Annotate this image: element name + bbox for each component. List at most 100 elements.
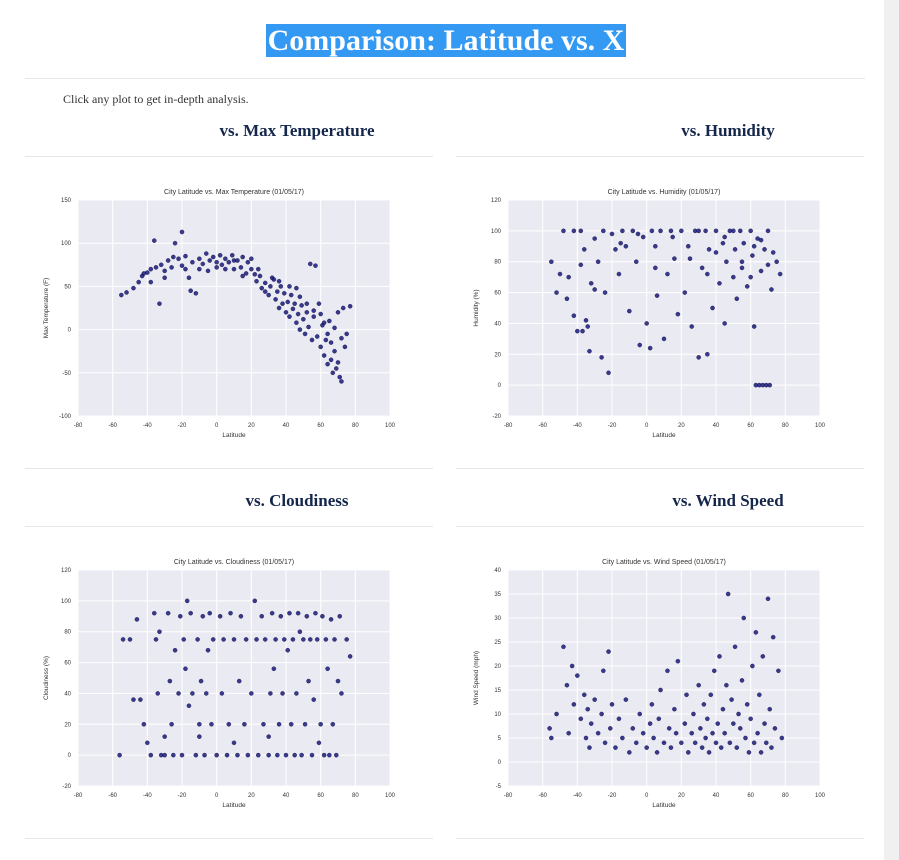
divider — [456, 838, 864, 839]
data-point — [699, 265, 705, 271]
data-point — [287, 610, 292, 616]
data-point — [257, 273, 263, 279]
chart-title: City Latitude vs. Humidity (01/05/17) — [608, 189, 721, 196]
data-point — [306, 678, 311, 684]
data-point — [209, 722, 214, 727]
data-point — [197, 722, 202, 727]
chart-cloudiness[interactable]: -80 -60 -40 -20 0 20 40 60 80 100 -20 0 20 40 60 80 100 1… — [30, 550, 410, 821]
data-point — [554, 711, 559, 717]
chart-max-temperature[interactable]: -80 -60 -40 -20 0 20 40 60 80 100 -100 -50 0 50 100 150… — [30, 180, 410, 451]
data-point — [566, 274, 571, 280]
data-point — [223, 266, 228, 272]
data-point — [259, 614, 264, 619]
data-point — [765, 596, 771, 602]
data-point — [758, 750, 764, 755]
data-point — [178, 614, 183, 619]
data-point — [294, 691, 299, 696]
data-point — [561, 644, 566, 650]
scatter-plot: -80 -60 -40 -20 0 20 40 60 80 100 -5 0 5 10 15 20 25 30 35… — [473, 559, 826, 809]
data-point — [224, 752, 230, 758]
data-point — [578, 262, 584, 268]
data-point — [282, 291, 287, 296]
x-tick-label: 20 — [248, 423, 255, 429]
data-point — [649, 702, 655, 707]
y-tick-label: 50 — [64, 284, 71, 290]
data-point — [679, 740, 684, 746]
x-tick-label: 100 — [385, 793, 396, 799]
data-point — [120, 637, 126, 642]
data-point — [770, 250, 776, 255]
chart-humidity[interactable]: -80 -60 -40 -20 0 20 40 60 80 100 -20 0 20 40 60 80 100 1… — [460, 180, 840, 451]
data-point — [620, 735, 625, 741]
data-point — [691, 711, 696, 717]
data-point — [696, 682, 701, 688]
data-point — [162, 734, 167, 739]
data-point — [658, 687, 663, 693]
data-point — [715, 721, 720, 726]
x-tick-label: -80 — [74, 423, 83, 429]
data-point — [169, 265, 174, 270]
data-point — [722, 321, 727, 326]
data-point — [618, 240, 623, 246]
data-point — [732, 644, 738, 650]
section-title-cloudiness: vs. Cloudiness — [245, 491, 349, 510]
data-point — [672, 706, 677, 712]
data-point — [592, 236, 597, 241]
data-point — [280, 691, 285, 696]
data-point — [672, 256, 677, 261]
data-point — [762, 247, 767, 252]
data-point — [136, 279, 141, 285]
data-point — [712, 668, 717, 674]
data-point — [309, 752, 315, 758]
data-point — [294, 285, 299, 291]
data-point — [268, 691, 273, 696]
data-point — [602, 290, 608, 295]
data-point — [313, 263, 318, 268]
data-point — [741, 615, 746, 621]
data-point — [743, 735, 748, 741]
data-point — [320, 614, 325, 619]
data-point — [675, 658, 681, 664]
data-point — [335, 310, 341, 315]
data-point — [240, 254, 245, 260]
divider — [25, 838, 433, 839]
data-point — [235, 752, 240, 758]
data-point — [658, 228, 663, 234]
data-point — [679, 228, 684, 234]
data-point — [724, 259, 729, 264]
data-point — [313, 610, 318, 616]
data-point — [653, 265, 658, 271]
data-point — [311, 697, 316, 702]
data-point — [777, 271, 783, 277]
data-point — [172, 647, 178, 653]
data-point — [582, 692, 587, 698]
data-point — [705, 716, 710, 722]
data-point — [330, 370, 336, 376]
data-point — [282, 637, 287, 642]
data-point — [207, 610, 212, 616]
y-axis-label: Max Temperature (F) — [43, 278, 50, 339]
chart-wind-speed[interactable]: -80 -60 -40 -20 0 20 40 60 80 100 -5 0 5 10 15 20 25 30 35… — [460, 550, 840, 821]
data-point — [193, 291, 199, 296]
data-point — [703, 735, 708, 741]
data-point — [339, 335, 344, 341]
data-point — [616, 271, 622, 277]
divider — [25, 78, 865, 79]
data-point — [288, 722, 294, 727]
data-point — [606, 649, 611, 654]
x-tick-label: 40 — [283, 423, 290, 429]
data-point — [734, 745, 740, 750]
data-point — [271, 277, 277, 282]
data-point — [197, 256, 202, 262]
x-tick-label: 0 — [215, 423, 219, 429]
data-point — [748, 716, 753, 722]
data-point — [205, 647, 211, 653]
data-point — [242, 722, 247, 727]
data-point — [169, 722, 174, 727]
data-point — [131, 697, 136, 702]
data-point — [630, 228, 636, 234]
data-point — [571, 313, 577, 318]
data-point — [713, 740, 719, 746]
data-point — [157, 301, 162, 306]
